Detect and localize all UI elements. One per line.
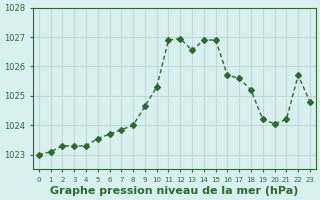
X-axis label: Graphe pression niveau de la mer (hPa): Graphe pression niveau de la mer (hPa) [50, 186, 299, 196]
